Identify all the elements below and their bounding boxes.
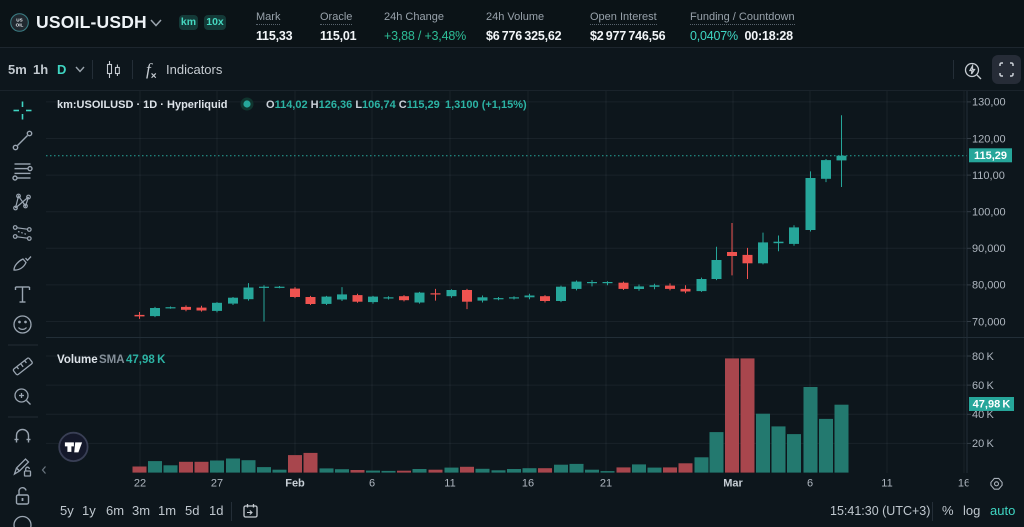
svg-text:Feb: Feb: [285, 478, 305, 490]
svg-text:22: 22: [134, 478, 146, 490]
svg-text:80 K: 80 K: [972, 351, 994, 363]
svg-text:US: US: [16, 17, 22, 22]
svg-text:110,00: 110,00: [972, 170, 1005, 182]
svg-text:Volume: Volume: [57, 354, 98, 366]
svg-text:100,00: 100,00: [972, 207, 1006, 219]
svg-text:SMA: SMA: [99, 354, 125, 366]
svg-text:11: 11: [444, 478, 455, 490]
svg-text:40 K: 40 K: [972, 409, 994, 421]
svg-text:120,00: 120,00: [972, 133, 1006, 145]
svg-text:6: 6: [369, 478, 375, 490]
svg-text:16: 16: [958, 478, 970, 490]
svg-text:11: 11: [881, 478, 892, 490]
svg-text:OIL: OIL: [16, 22, 24, 27]
svg-text:47,98 K: 47,98 K: [126, 354, 166, 366]
svg-text:21: 21: [600, 478, 612, 490]
svg-text:60 K: 60 K: [972, 380, 994, 392]
svg-text:47,98 K: 47,98 K: [973, 399, 1011, 411]
svg-text:130,00: 130,00: [972, 97, 1006, 109]
svg-text:16: 16: [522, 478, 534, 490]
svg-text:km:USOILUSD · 1D · Hyperliquid: km:USOILUSD · 1D · Hyperliquid: [57, 99, 228, 111]
svg-text:Mar: Mar: [723, 478, 743, 490]
svg-text:O114,02 H126,36 L106,74 C115,2: O114,02 H126,36 L106,74 C115,29 1,3100 (…: [266, 99, 527, 111]
svg-text:90,000: 90,000: [972, 243, 1006, 255]
svg-text:80,000: 80,000: [972, 280, 1006, 292]
svg-text:6: 6: [807, 478, 813, 490]
svg-text:20 K: 20 K: [972, 438, 994, 450]
svg-text:70,000: 70,000: [972, 316, 1006, 328]
svg-text:27: 27: [211, 478, 223, 490]
svg-text:115,29: 115,29: [974, 150, 1007, 162]
